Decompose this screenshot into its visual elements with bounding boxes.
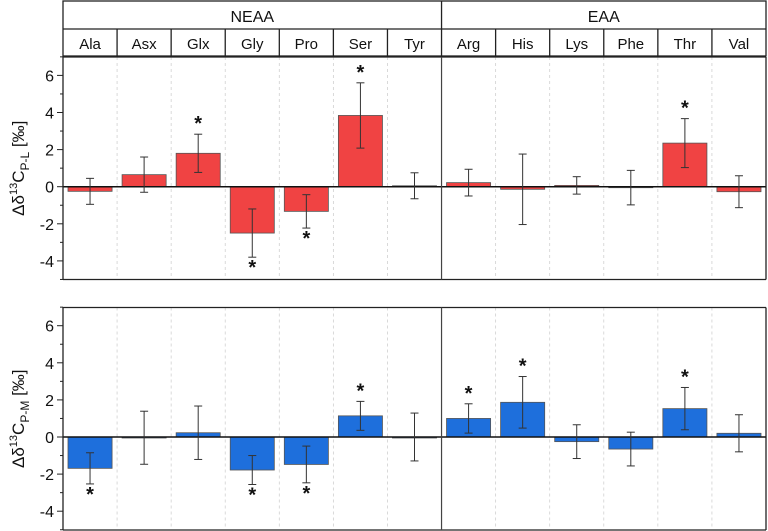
group-label-eaa: EAA — [588, 9, 620, 26]
significance-star: * — [465, 383, 473, 405]
category-label: Tyr — [404, 36, 425, 53]
category-label: Asx — [132, 36, 158, 53]
y-label-unit: [‰] — [9, 369, 28, 400]
y-tick-label: 2 — [45, 143, 54, 160]
y-tick-label: 2 — [45, 393, 54, 410]
significance-star: * — [357, 62, 365, 84]
category-label: Ala — [79, 36, 101, 53]
category-label: Thr — [674, 36, 697, 53]
category-label: Val — [729, 36, 750, 53]
category-label: Ser — [349, 36, 372, 53]
category-label: His — [512, 36, 534, 53]
y-label-c: C — [9, 171, 28, 183]
y-tick-label: -2 — [40, 217, 54, 234]
category-label: Gly — [241, 36, 264, 53]
category-label: Glx — [187, 36, 210, 53]
y-tick-label: -4 — [40, 254, 54, 271]
significance-star: * — [86, 484, 94, 506]
significance-star: * — [248, 257, 256, 279]
y-label-main: Δδ — [9, 447, 28, 468]
y-tick-label: 6 — [45, 68, 54, 85]
y-axis-label: Δδ13CP-M [‰] — [8, 369, 32, 468]
y-label-unit: [‰] — [9, 121, 28, 152]
significance-star: * — [519, 356, 527, 378]
y-tick-label: 6 — [45, 319, 54, 336]
y-tick-label: -2 — [40, 467, 54, 484]
panel-top: * * * * * -4 -2 0 2 4 6 Δδ13CP-L [‰] — [8, 56, 767, 281]
y-tick-label: 4 — [45, 106, 54, 123]
y-label-sup: 13 — [8, 183, 20, 195]
category-label: Lys — [565, 36, 588, 53]
y-label-c: C — [9, 423, 28, 435]
significance-star: * — [194, 113, 202, 135]
significance-star: * — [302, 228, 310, 250]
y-label-sub: P-L — [18, 152, 32, 171]
y-tick-label: 0 — [45, 430, 54, 447]
y-axis-label: Δδ13CP-L [‰] — [8, 121, 32, 216]
y-label-sub: P-M — [18, 401, 32, 423]
y-tick-label: -4 — [40, 504, 54, 521]
group-label-neaa: NEAA — [230, 9, 274, 26]
y-label-sup: 13 — [8, 435, 20, 447]
y-label-main: Δδ — [9, 195, 28, 216]
significance-star: * — [248, 484, 256, 506]
y-tick-label: 4 — [45, 356, 54, 373]
significance-star: * — [681, 98, 689, 120]
significance-star: * — [302, 483, 310, 505]
significance-star: * — [681, 366, 689, 388]
y-tick-label: 0 — [45, 180, 54, 197]
panel-bottom: * * * * * * * -4 -2 0 2 4 6 Δδ13CP-M [‰] — [8, 306, 767, 531]
category-label: Phe — [617, 36, 644, 53]
category-label: Pro — [295, 36, 318, 53]
category-label: Arg — [457, 36, 480, 53]
significance-star: * — [357, 380, 365, 402]
